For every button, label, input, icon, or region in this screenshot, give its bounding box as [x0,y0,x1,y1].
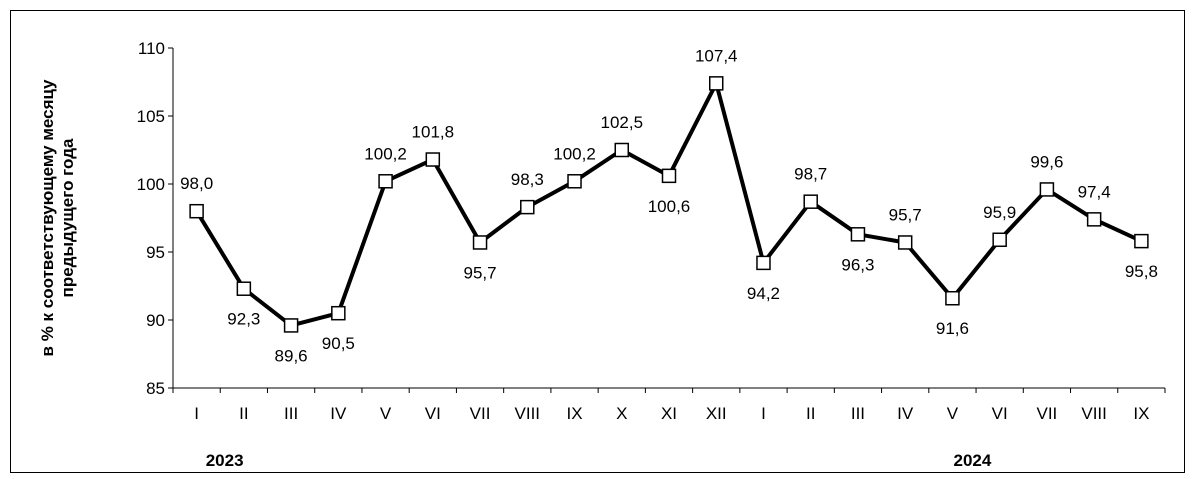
data-point-marker [1134,233,1149,249]
data-point-marker [803,194,818,209]
data-label: 94,2 [747,284,780,303]
data-point-marker [850,227,866,242]
x-tick-label: VII [1037,404,1058,423]
x-tick-label: I [761,404,766,423]
chart-frame [10,10,1185,473]
data-point-marker [708,76,724,91]
data-point-marker [661,168,677,184]
x-tick-label: IX [566,404,582,423]
x-tick-label: VIII [515,404,541,423]
data-point-marker [1086,212,1102,227]
data-label: 100,6 [648,197,691,216]
data-label: 98,3 [511,170,544,189]
x-tick-label: VI [425,404,441,423]
y-axis-ticks: 85 90 95 100 105 110 [137,39,173,398]
y-axis-title-line: предыдущего года [58,138,77,297]
data-label: 89,6 [275,346,308,365]
y-tick-label: 90 [146,311,165,330]
year-labels: 2023 2024 [206,451,992,470]
data-label: 99,6 [1030,152,1063,171]
data-point-marker [992,232,1007,248]
x-tick-label: II [239,404,248,423]
y-tick-label: 110 [138,39,165,58]
x-tick-label: X [616,404,627,423]
data-label: 107,4 [695,46,738,65]
data-point-marker [283,318,299,333]
y-tick-label: 100 [137,175,165,194]
data-label: 96,3 [841,255,874,274]
data-label: 100,2 [553,144,596,163]
data-point-marker [945,290,960,306]
y-tick-label: 85 [146,379,165,398]
x-tick-label: IX [1133,404,1149,423]
data-label: 97,4 [1078,182,1111,201]
data-point-marker [331,305,346,321]
x-tick-label: VIII [1081,404,1107,423]
data-label: 98,0 [180,174,213,193]
data-labels: 98,092,389,690,5100,2101,895,798,3100,21… [180,46,1158,365]
data-label: 102,5 [600,113,643,132]
data-label: 95,9 [983,203,1016,222]
data-point-marker [189,203,204,219]
data-markers [189,76,1149,333]
y-tick-label: 105 [137,107,165,126]
x-tick-label: II [806,404,815,423]
x-tick-label: III [284,404,298,423]
data-point-marker [378,174,393,189]
x-tick-label: IV [897,404,914,423]
x-tick-label: VI [992,404,1008,423]
data-point-marker [520,199,535,215]
data-label: 90,5 [322,334,355,353]
y-axis-title: в % к соответствующему месяцу предыдущего… [38,79,77,356]
data-point-marker [1039,182,1055,197]
data-label: 98,7 [794,165,827,184]
x-axis-ticks: I II III IV V VI VII VIII IX X XI XII I II III IV V VI VII… [172,388,1166,423]
x-tick-label: V [947,404,959,423]
data-label: 100,2 [364,144,407,163]
year-label: 2023 [206,451,244,470]
data-label: 92,3 [227,310,260,329]
data-label: 95,7 [889,205,922,224]
x-tick-label: I [194,404,199,423]
x-tick-label: III [851,404,865,423]
data-label: 95,8 [1125,262,1158,281]
data-point-marker [567,174,582,189]
data-point-marker [425,152,441,167]
x-tick-label: VII [470,404,491,423]
data-point-marker [897,235,913,250]
data-point-marker [756,255,771,271]
x-tick-label: XI [661,404,677,423]
x-tick-label: XII [706,404,727,423]
data-point-marker [236,281,252,296]
axes [172,48,1165,389]
x-tick-label: IV [330,404,347,423]
data-point-marker [614,142,630,158]
data-label: 91,6 [936,319,969,338]
x-tick-label: V [380,404,392,423]
data-point-marker [472,235,488,250]
year-label: 2024 [954,451,992,470]
data-label: 101,8 [412,123,455,142]
data-label: 95,7 [464,263,497,282]
y-tick-label: 95 [146,243,165,262]
y-axis-title-line: в % к соответствующему месяцу [38,79,57,356]
